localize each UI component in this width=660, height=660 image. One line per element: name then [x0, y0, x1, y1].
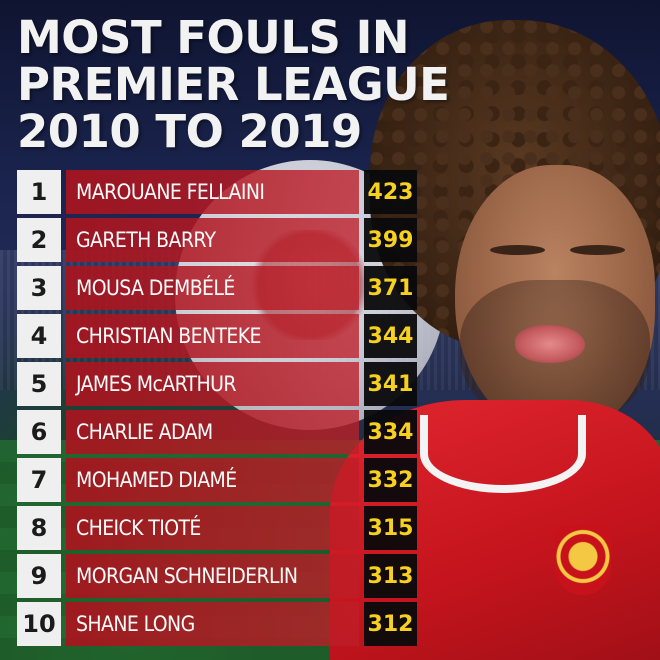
- player-eye-left: [490, 245, 545, 255]
- page-title: MOST FOULS IN PREMIER LEAGUE 2010 TO 201…: [17, 11, 450, 158]
- title-line-2: PREMIER LEAGUE: [17, 58, 450, 111]
- fouls-cell: 313: [364, 554, 417, 598]
- rank-cell: 5: [17, 362, 61, 406]
- fouls-cell: 334: [364, 410, 417, 454]
- table-row: 7 MOHAMED DIAMÉ 332: [17, 458, 417, 502]
- table-row: 9 MORGAN SCHNEIDERLIN 313: [17, 554, 417, 598]
- table-row: 4 CHRISTIAN BENTEKE 344: [17, 314, 417, 358]
- rank-cell: 6: [17, 410, 61, 454]
- fouls-cell: 423: [364, 170, 417, 214]
- rank-cell: 7: [17, 458, 61, 502]
- fouls-cell: 344: [364, 314, 417, 358]
- table-row: 8 CHEICK TIOTÉ 315: [17, 506, 417, 550]
- rank-cell: 2: [17, 218, 61, 262]
- rank-cell: 1: [17, 170, 61, 214]
- rank-cell: 4: [17, 314, 61, 358]
- player-mouth: [515, 325, 585, 363]
- player-name-cell: MOUSA DEMBÉLÉ: [66, 266, 359, 310]
- fouls-cell: 371: [364, 266, 417, 310]
- player-name-cell: MOHAMED DIAMÉ: [66, 458, 359, 502]
- club-crest-icon: [555, 525, 611, 595]
- fouls-cell: 341: [364, 362, 417, 406]
- shirt-collar: [420, 415, 586, 493]
- player-name-cell: CHARLIE ADAM: [66, 410, 359, 454]
- table-row: 2 GARETH BARRY 399: [17, 218, 417, 262]
- table-row: 6 CHARLIE ADAM 334: [17, 410, 417, 454]
- player-name-cell: SHANE LONG: [66, 602, 359, 646]
- player-photo: [330, 20, 660, 660]
- table-row: 5 JAMES McARTHUR 341: [17, 362, 417, 406]
- title-line-1: MOST FOULS IN: [17, 11, 410, 64]
- player-eye-right: [570, 245, 625, 255]
- player-name-cell: MAROUANE FELLAINI: [66, 170, 359, 214]
- rank-cell: 9: [17, 554, 61, 598]
- player-name-cell: JAMES McARTHUR: [66, 362, 359, 406]
- fouls-cell: 332: [364, 458, 417, 502]
- player-name-cell: GARETH BARRY: [66, 218, 359, 262]
- fouls-cell: 399: [364, 218, 417, 262]
- rank-cell: 10: [17, 602, 61, 646]
- rank-cell: 3: [17, 266, 61, 310]
- player-name-cell: CHRISTIAN BENTEKE: [66, 314, 359, 358]
- table-row: 1 MAROUANE FELLAINI 423: [17, 170, 417, 214]
- fouls-cell: 315: [364, 506, 417, 550]
- rank-cell: 8: [17, 506, 61, 550]
- table-row: 3 MOUSA DEMBÉLÉ 371: [17, 266, 417, 310]
- fouls-cell: 312: [364, 602, 417, 646]
- table-row: 10 SHANE LONG 312: [17, 602, 417, 646]
- player-name-cell: MORGAN SCHNEIDERLIN: [66, 554, 359, 598]
- player-name-cell: CHEICK TIOTÉ: [66, 506, 359, 550]
- title-line-3: 2010 TO 2019: [17, 105, 362, 158]
